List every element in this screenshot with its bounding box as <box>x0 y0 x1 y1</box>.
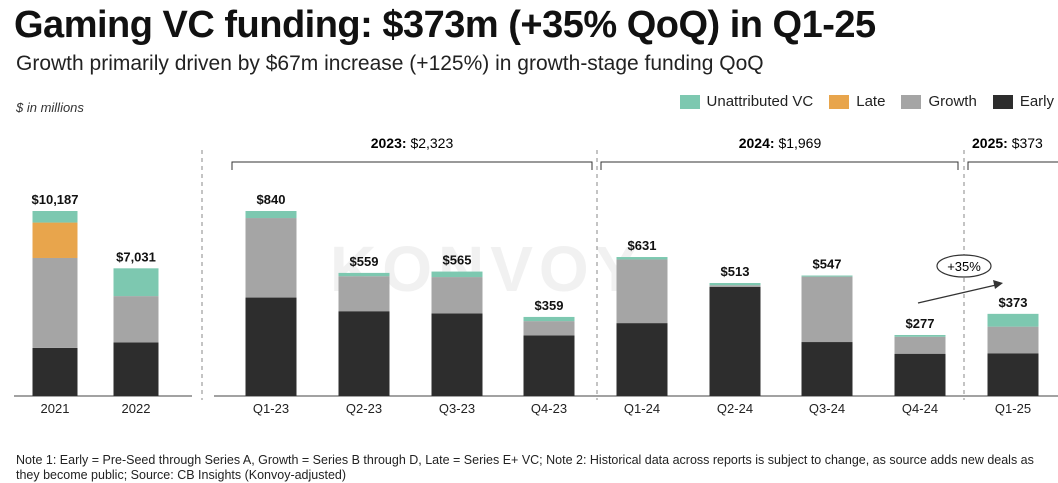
legend-swatch-late <box>829 94 850 109</box>
bar-segment-early-2021 <box>32 347 78 396</box>
bar-segment-unattributed-vc-q1-25 <box>987 313 1039 327</box>
bar-segment-early-q3-23 <box>431 313 483 396</box>
bar-segment-growth-q3-23 <box>431 277 483 314</box>
chart-title: Gaming VC funding: $373m (+35% QoQ) in Q… <box>14 4 876 46</box>
bar-segment-growth-q4-24 <box>894 336 946 354</box>
category-label-q4-23: Q4-23 <box>531 401 567 416</box>
legend-item-growth: Growth <box>901 93 977 110</box>
group-bracket-2025 <box>967 161 1058 170</box>
legend-label-unattributed: Unattributed VC <box>706 93 814 110</box>
bar-segment-early-q3-24 <box>801 342 853 396</box>
category-label-2022: 2022 <box>122 401 151 416</box>
bar-total-label-q4-23: $359 <box>535 298 564 313</box>
bar-total-label-2021: $10,187 <box>32 192 79 207</box>
bar-total-label-q2-23: $559 <box>350 254 379 269</box>
bar-segment-early-2022 <box>113 342 159 396</box>
growth-annotation-arrowhead <box>993 280 1003 289</box>
category-label-q3-24: Q3-24 <box>809 401 845 416</box>
bar-segment-early-q1-25 <box>987 353 1039 396</box>
chart-subtitle: Growth primarily driven by $67m increase… <box>16 52 764 75</box>
bar-total-label-q3-23: $565 <box>443 253 472 268</box>
bar-segment-unattributed-vc-q1-23 <box>245 211 297 219</box>
growth-annotation-bubble <box>936 254 992 278</box>
chart-marks: $10,187 2021 $7,031 2022 $840 Q1-23 $559 Q2-23 $… <box>14 192 1058 416</box>
bar-segment-unattributed-vc-q4-24 <box>894 334 946 337</box>
bar-segment-early-q4-24 <box>894 353 946 396</box>
bar-total-label-q1-25: $373 <box>999 295 1028 310</box>
bar-total-label-2022: $7,031 <box>116 249 156 264</box>
category-label-q1-25: Q1-25 <box>995 401 1031 416</box>
growth-annotation-arrow <box>917 284 997 304</box>
bar-total-label-q1-24: $631 <box>628 238 657 253</box>
bar-total-label-q2-24: $513 <box>721 264 750 279</box>
bar-segment-early-q2-23 <box>338 311 390 396</box>
category-label-q4-24: Q4-24 <box>902 401 938 416</box>
legend-swatch-unattributed <box>679 94 700 109</box>
legend: Unattributed VC Late Growth Early <box>679 93 1054 110</box>
legend-swatch-early <box>992 94 1013 109</box>
bar-total-label-q4-24: $277 <box>906 316 935 331</box>
bar-segment-early-q2-24 <box>709 286 761 396</box>
legend-label-late: Late <box>856 93 886 110</box>
category-label-q3-23: Q3-23 <box>439 401 475 416</box>
group-label-2025: 2025: $373 <box>972 135 1043 151</box>
legend-label-early: Early <box>1019 93 1054 110</box>
bar-segment-unattributed-vc-q2-23 <box>338 272 390 277</box>
category-label-q2-24: Q2-24 <box>717 401 753 416</box>
bar-segment-growth-q4-23 <box>523 321 575 336</box>
bar-segment-unattributed-vc-2021 <box>32 211 78 223</box>
bar-segment-growth-q1-25 <box>987 326 1039 354</box>
bar-segment-late-2021 <box>32 222 78 258</box>
bar-segment-growth-q1-24 <box>616 259 668 324</box>
bar-total-label-q1-23: $840 <box>257 192 286 207</box>
group-bracket-2024 <box>600 161 959 170</box>
legend-label-growth: Growth <box>928 93 977 110</box>
bar-segment-growth-q2-24 <box>709 285 761 287</box>
bar-segment-unattributed-vc-q2-24 <box>709 283 761 286</box>
bar-segment-unattributed-vc-q1-24 <box>616 257 668 260</box>
legend-item-late: Late <box>829 93 885 110</box>
category-label-q1-23: Q1-23 <box>253 401 289 416</box>
bar-segment-unattributed-vc-2022 <box>113 268 159 297</box>
legend-item-early: Early <box>992 93 1054 110</box>
bar-segment-growth-2022 <box>113 296 159 343</box>
bar-segment-unattributed-vc-q3-24 <box>801 275 853 277</box>
category-label-2021: 2021 <box>41 401 70 416</box>
units-label: $ in millions <box>16 100 84 115</box>
bar-segment-unattributed-vc-q4-23 <box>523 316 575 322</box>
group-label-2024: 2024: $1,969 <box>739 135 822 151</box>
bar-total-label-q3-24: $547 <box>813 257 842 272</box>
legend-item-unattributed: Unattributed VC <box>679 93 814 110</box>
bar-segment-growth-2021 <box>32 257 78 348</box>
category-label-q1-24: Q1-24 <box>624 401 660 416</box>
bar-segment-growth-q1-23 <box>245 218 297 298</box>
bar-segment-early-q1-23 <box>245 297 297 396</box>
bar-segment-early-q4-23 <box>523 335 575 396</box>
legend-swatch-growth <box>901 94 922 109</box>
bar-segment-growth-q2-23 <box>338 276 390 312</box>
bar-segment-early-q1-24 <box>616 323 668 396</box>
growth-annotation-label: +35% <box>947 259 981 274</box>
bar-segment-growth-q3-24 <box>801 276 853 343</box>
group-label-2023: 2023: $2,323 <box>371 135 454 151</box>
bar-segment-unattributed-vc-q3-23 <box>431 271 483 278</box>
group-bracket-2023 <box>231 161 593 170</box>
footnote: Note 1: Early = Pre-Seed through Series … <box>16 453 1034 482</box>
category-label-q2-23: Q2-23 <box>346 401 382 416</box>
